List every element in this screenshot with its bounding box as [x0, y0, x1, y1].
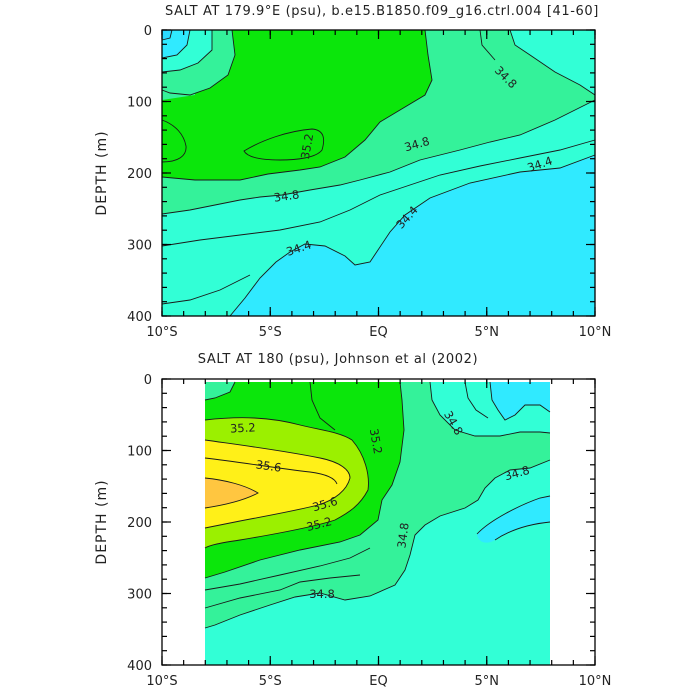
top-panel: SALT AT 179.9°E (psu), b.e15.B1850.f09_g…	[94, 4, 611, 340]
bottom-contour-34-8-top	[429, 381, 551, 437]
top-y-tick-label: 100	[127, 96, 152, 111]
top-y-axis-label: DEPTH (m)	[94, 130, 110, 215]
bottom-y-axis-label: DEPTH (m)	[94, 479, 110, 564]
bottom-panel-title: SALT AT 180 (psu), Johnson et al (2002)	[198, 352, 478, 367]
bottom-x-tick-label: 5°N	[475, 674, 500, 689]
bottom-contour-lines	[204, 381, 551, 629]
bottom-contour-36-0	[204, 439, 351, 529]
bottom-fill-34-0-top	[490, 382, 550, 420]
bottom-y-tick-label: 300	[127, 588, 152, 603]
top-contour-left-low	[161, 274, 251, 305]
bottom-x-tick-label: EQ	[369, 674, 387, 689]
top-contour-right-a	[479, 29, 496, 61]
bottom-panel: SALT AT 180 (psu), Johnson et al (2002)	[94, 352, 611, 689]
top-contour-34-6	[161, 139, 596, 247]
bottom-x-tick-label: 5°S	[259, 674, 282, 689]
bottom-label-35-2-c: 35.2	[367, 427, 385, 455]
top-x-tick-label: 5°N	[475, 325, 500, 340]
bottom-contour-36-4	[204, 477, 259, 509]
bottom-contour-34-4-low-b	[494, 521, 551, 541]
bottom-y-tick-label: 0	[144, 373, 152, 388]
bottom-x-tick-label: 10°N	[579, 674, 612, 689]
bottom-contour-35-2	[204, 381, 405, 579]
bottom-contour-34-9	[204, 574, 361, 609]
bottom-contour-35-0	[204, 547, 371, 591]
bottom-axis-ticks: 10°S 5°S EQ 5°N 10°N 0 100 200 300 400	[127, 373, 611, 689]
top-contour-34-2-corner	[161, 29, 173, 41]
bottom-contour-34-6-top	[464, 381, 489, 419]
bottom-fill-36-4	[205, 478, 258, 508]
top-y-tick-label: 300	[127, 239, 152, 254]
bottom-label-35-6-a: 35.6	[255, 457, 282, 474]
bottom-fill-top-left	[205, 382, 235, 400]
top-contour-35-0	[161, 29, 236, 96]
top-y-tick-label: 200	[127, 167, 152, 182]
bottom-y-tick-label: 400	[127, 659, 152, 674]
top-x-tick-label: 10°N	[579, 325, 612, 340]
top-label-34-8-a: 34.8	[273, 187, 300, 204]
top-fill-corner-deep	[162, 30, 172, 40]
top-x-tick-label: 5°S	[259, 325, 282, 340]
top-contour-lines	[161, 29, 596, 317]
bottom-label-34-8-c: 34.8	[394, 522, 411, 549]
top-contour-34-4-corner	[161, 29, 191, 59]
top-label-35-2: 35.2	[298, 132, 316, 160]
bottom-label-35-6-b: 35.6	[311, 494, 339, 515]
bottom-contour-35-6	[204, 417, 369, 549]
bottom-contour-35-4-top	[309, 381, 336, 431]
top-axis-ticks: 10°S 5°S EQ 5°N 10°N 0 100 200 300 400	[127, 24, 611, 340]
bottom-contour-34-8	[204, 459, 551, 629]
top-label-34-8-b: 34.8	[403, 134, 431, 155]
top-contour-35-2	[161, 29, 433, 181]
bottom-x-tick-label: 10°S	[146, 674, 177, 689]
bottom-label-35-2-b: 35.2	[305, 514, 333, 534]
top-fill-35-2-edge	[161, 119, 187, 163]
bottom-label-34-8-b: 34.8	[503, 463, 531, 484]
top-y-tick-label: 0	[144, 24, 152, 39]
top-fill-35-2-blob	[243, 128, 325, 161]
bottom-label-35-2-a: 35.2	[230, 420, 256, 435]
top-x-tick-label: EQ	[369, 325, 387, 340]
top-contour-34-4	[229, 154, 596, 317]
top-x-tick-label: 10°S	[146, 325, 177, 340]
top-contour-34-6-corner	[161, 30, 213, 73]
bottom-y-tick-label: 200	[127, 516, 152, 531]
bottom-contour-34-4-top	[489, 381, 551, 421]
bottom-filled-contours	[162, 379, 595, 665]
bottom-contour-top-left	[204, 381, 236, 401]
bottom-fill-34-0-low	[477, 496, 550, 543]
bottom-contour-34-4-low	[476, 495, 551, 535]
bottom-y-tick-label: 100	[127, 445, 152, 460]
top-contour-34-8-right	[509, 29, 596, 96]
bottom-contour-35-8	[204, 457, 338, 485]
top-filled-contours	[161, 30, 595, 316]
top-y-tick-label: 400	[127, 310, 152, 325]
top-panel-title: SALT AT 179.9°E (psu), b.e15.B1850.f09_g…	[165, 4, 599, 19]
top-contour-34-8	[161, 99, 596, 215]
bottom-label-34-8-d: 34.8	[309, 587, 335, 601]
